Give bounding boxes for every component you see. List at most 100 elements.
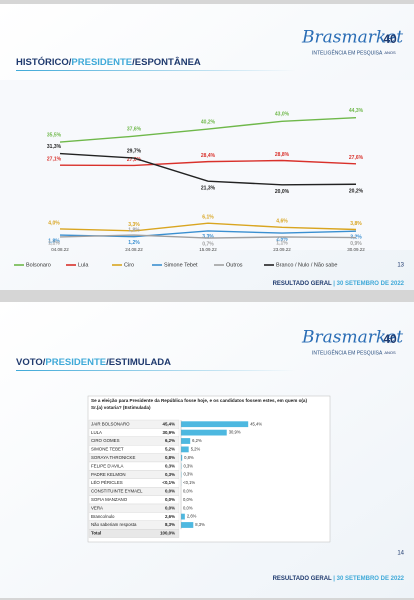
data-label: 20,0%	[275, 189, 290, 195]
logo-subtitle: INTELIGÊNCIA EM PESQUISA	[312, 48, 383, 56]
title-rule	[16, 70, 296, 71]
footer: RESULTADO GERAL | 30 SETEMBRO DE 2022	[273, 281, 405, 287]
bar	[181, 429, 227, 436]
data-label: 1,2%	[128, 240, 140, 246]
data-label: 5,2%	[191, 447, 201, 452]
data-label: 28,4%	[201, 153, 216, 159]
logo: Brasmarket	[301, 28, 403, 48]
x-tick-label: 04.08.22	[51, 247, 69, 252]
row-value: 0,3%	[165, 472, 175, 477]
series-line	[59, 234, 357, 239]
data-label: <0,1%	[183, 480, 195, 485]
x-tick-label: 24.08.22	[125, 247, 143, 252]
data-label: 8,3%	[195, 522, 205, 527]
data-label: 3,8%	[350, 221, 362, 227]
row-label: PADRE KELMON	[91, 472, 126, 477]
data-label: 0,9%	[350, 241, 362, 247]
badge: 40	[383, 332, 397, 346]
legend-label: Ciro	[124, 262, 134, 268]
data-label: 27,6%	[349, 155, 364, 161]
row-value: 0,3%	[165, 463, 175, 468]
data-label: 6,2%	[192, 438, 202, 443]
data-label: 0,3%	[183, 463, 193, 468]
data-label: 0,7%	[202, 241, 214, 247]
x-tick-label: 15.09.22	[199, 247, 217, 252]
page-number: 13	[397, 263, 404, 269]
badge: 40	[383, 32, 397, 46]
data-label: 20,2%	[349, 189, 364, 195]
text-part: | 30 SETEMBRO DE 2022	[333, 281, 404, 287]
total-value: 100,0%	[160, 531, 175, 536]
data-label: 37,6%	[127, 127, 142, 133]
row-value: 30,9%	[163, 430, 176, 435]
data-label: 6,1%	[202, 214, 214, 220]
data-label: 45,4%	[250, 421, 262, 426]
legend-label: Lula	[78, 262, 89, 268]
data-label: 40,2%	[201, 119, 216, 125]
logo-subtitle: INTELIGÊNCIA EM PESQUISA	[312, 348, 383, 356]
row-label: SORAYA THRONICKE	[91, 455, 135, 460]
row-label: LULA	[91, 430, 102, 435]
series-line	[59, 152, 357, 186]
row-value: 45,4%	[163, 421, 176, 426]
row-value: 6,2%	[165, 438, 175, 443]
data-label: 0,0%	[183, 497, 193, 502]
slide-title: HISTÓRICO/PRESIDENTE/ESPONTÂNEA	[16, 56, 201, 68]
row-label: Branco/nulo	[91, 514, 115, 519]
data-label: 4,6%	[276, 219, 288, 225]
row-label: LÉO PÉRICLES	[91, 480, 123, 485]
text-part: PRESIDENTE	[45, 357, 106, 368]
question: Se a eleição para Presidente da Repúblic…	[91, 398, 307, 403]
data-label: 1,8%	[48, 238, 60, 244]
row-value: 5,2%	[165, 447, 175, 452]
bar	[181, 522, 194, 528]
legend-label: Bolsonaro	[26, 262, 51, 268]
data-label: 1,1%	[48, 240, 60, 246]
series-line	[59, 117, 357, 143]
row-label: FELIPE D'AVILA	[91, 463, 124, 468]
data-label: 0,0%	[183, 489, 193, 494]
data-label: 43,0%	[275, 112, 290, 118]
legend-label: Branco / Nulo / Não sabe	[276, 262, 337, 268]
x-tick-label: 30.09.22	[347, 247, 365, 252]
data-label: 0,0%	[183, 505, 193, 510]
data-label: 4,0%	[48, 220, 60, 226]
text-part: PRESIDENTE	[71, 57, 132, 68]
row-label: JAIR BOLSONARO	[91, 421, 130, 426]
series-line	[59, 159, 357, 167]
badge-subtitle: ANOS	[384, 350, 396, 355]
data-label: 1,8%	[128, 227, 140, 233]
x-tick-label: 23.09.22	[273, 247, 291, 252]
data-label: 44,3%	[349, 108, 364, 114]
row-value: 2,6%	[165, 514, 175, 519]
row-label: SIMONE TEBET	[91, 447, 124, 452]
data-label: 27,0%	[127, 157, 142, 163]
text-part: RESULTADO GERAL	[273, 281, 332, 287]
title-rule	[16, 370, 296, 371]
data-label: 0,8%	[184, 455, 194, 460]
data-label: 2,6%	[187, 514, 197, 519]
row-value: 8,3%	[165, 522, 175, 527]
row-value: 0,0%	[165, 497, 175, 502]
bar	[181, 446, 189, 453]
data-label: 2,5%	[276, 236, 288, 242]
question: Sr.(a) votaria? (Estimulada)	[91, 405, 151, 410]
data-label: 27,1%	[47, 157, 62, 163]
legend-label: Outros	[226, 262, 243, 268]
data-label: 31,3%	[47, 144, 62, 150]
data-label: 28,8%	[275, 152, 290, 158]
table-row	[88, 529, 180, 538]
page-number: 14	[397, 551, 404, 557]
data-label: 3,3%	[128, 222, 140, 228]
bar	[181, 513, 185, 520]
text-part: RESULTADO GERAL	[273, 576, 332, 582]
series-line	[59, 222, 357, 232]
slide-title: VOTO/PRESIDENTE/ESTIMULADA	[16, 357, 171, 368]
data-label: 3,3%	[202, 234, 214, 240]
row-value: 0,0%	[165, 489, 175, 494]
row-label: SOFIA MANZANO	[91, 497, 128, 502]
bar	[181, 438, 191, 444]
text-part: /ESPONTÂNEA	[132, 56, 201, 68]
text-part: /ESTIMULADA	[106, 357, 171, 368]
